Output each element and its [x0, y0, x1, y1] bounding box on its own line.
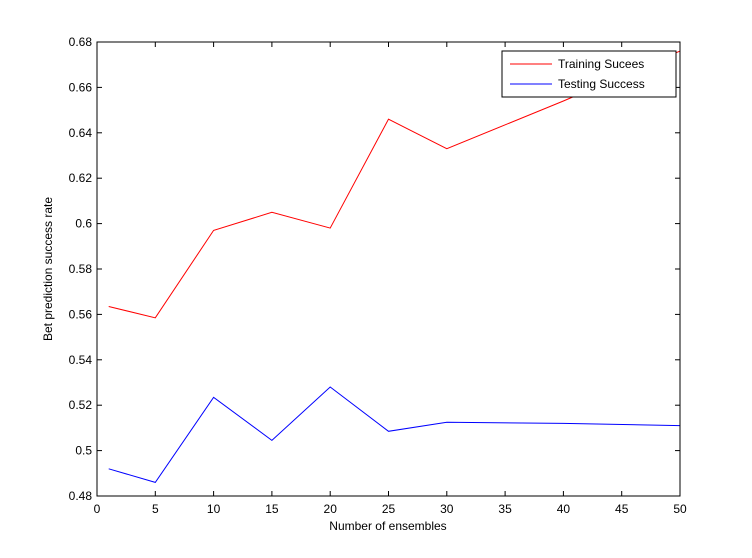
x-axis-label: Number of ensembles	[329, 519, 446, 533]
series-layer	[108, 50, 681, 483]
y-tick-label: 0.5	[75, 444, 92, 458]
legend-label: Testing Success	[558, 77, 645, 91]
x-tick-label: 15	[265, 502, 279, 516]
x-tick-label: 50	[673, 502, 687, 516]
x-tick-label: 20	[324, 502, 338, 516]
y-axis-ticks: 0.48 0.5 0.52 0.54 0.56 0.58 0.6 0.62 0.64 0.66 0.…	[69, 35, 680, 503]
plot-area	[97, 42, 680, 496]
x-tick-label: 10	[207, 502, 221, 516]
legend: Training Sucees Testing Success	[501, 50, 677, 98]
x-tick-label: 35	[498, 502, 512, 516]
x-tick-label: 45	[615, 502, 629, 516]
y-tick-label: 0.66	[69, 80, 93, 94]
y-tick-label: 0.48	[69, 489, 93, 503]
series-line-2	[108, 386, 681, 483]
y-tick-label: 0.58	[69, 262, 93, 276]
series-line-1	[108, 50, 681, 319]
y-tick-label: 0.6	[75, 217, 92, 231]
y-tick-label: 0.52	[69, 398, 93, 412]
x-tick-label: 5	[152, 502, 159, 516]
y-tick-label: 0.62	[69, 171, 93, 185]
x-tick-label: 25	[382, 502, 396, 516]
y-tick-label: 0.68	[69, 35, 93, 49]
x-tick-label: 30	[440, 502, 454, 516]
y-tick-label: 0.64	[69, 126, 93, 140]
x-tick-label: 0	[94, 502, 101, 516]
legend-box	[501, 50, 677, 98]
legend-label: Training Sucees	[558, 57, 644, 71]
y-axis-label: Bet prediction success rate	[41, 197, 55, 341]
y-tick-label: 0.54	[69, 353, 93, 367]
y-tick-label: 0.56	[69, 307, 93, 321]
x-tick-label: 40	[557, 502, 571, 516]
x-axis-ticks: 0 5 10 15 20 25 30 35 40 45 50	[94, 42, 687, 516]
